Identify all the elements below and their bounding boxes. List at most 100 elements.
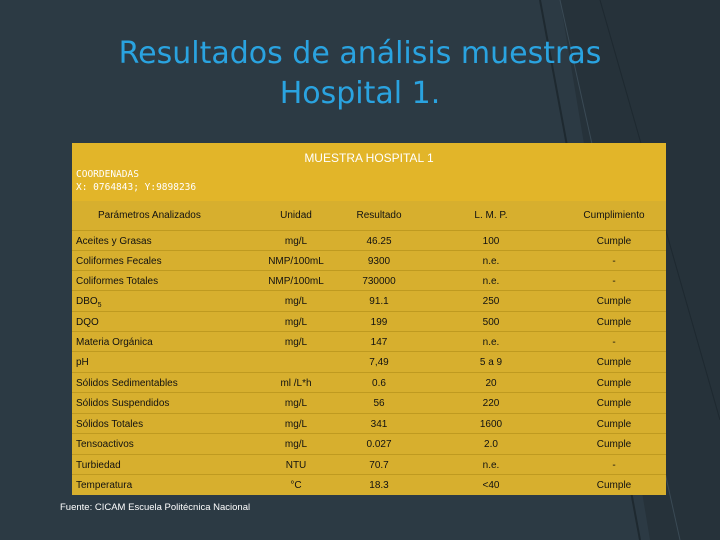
table-row: DBO5 mg/L 91.1 250 Cumple [72, 291, 666, 311]
cell-parametro: Sólidos Sedimentables [76, 378, 178, 389]
dbo-subscript: 5 [97, 302, 102, 309]
table-row: Coliformes Fecales NMP/100mL 9300 n.e. - [72, 251, 666, 271]
table-row: Turbiedad NTU 70.7 n.e. - [72, 455, 666, 475]
cell-cumplimiento: Cumple [596, 378, 632, 389]
cell-parametro: Sólidos Totales [76, 419, 144, 430]
cell-resultado: 9300 [367, 256, 391, 267]
cell-parametro: Turbiedad [76, 460, 121, 471]
table-row: Aceites y Grasas mg/L 46.25 100 Cumple [72, 231, 666, 251]
table-row: Sólidos Sedimentables ml /L*h 0.6 20 Cumple [72, 373, 666, 393]
cell-resultado: 730000 [362, 276, 396, 287]
source-note: Fuente: CICAM Escuela Politécnica Nacion… [60, 502, 251, 513]
table-row: Temperatura °C 18.3 <40 Cumple [72, 475, 666, 495]
row-divider [72, 392, 666, 393]
table-row: Sólidos Suspendidos mg/L 56 220 Cumple [72, 393, 666, 413]
cell-lmp: 5 a 9 [479, 357, 503, 368]
cell-parametro: Materia Orgánica [76, 337, 153, 348]
cell-resultado: 91.1 [369, 296, 389, 307]
cell-unidad: mg/L [284, 296, 308, 307]
cell-cumplimiento: Cumple [596, 419, 632, 430]
column-header-parametros: Parámetros Analizados [98, 210, 201, 221]
cell-unidad: NTU [285, 460, 307, 471]
cell-lmp: n.e. [482, 337, 500, 348]
cell-resultado: 0.027 [366, 439, 392, 450]
cell-parametro: Sólidos Suspendidos [76, 398, 170, 409]
cell-cumplimiento: - [612, 460, 616, 471]
cell-parametro: Aceites y Grasas [76, 236, 152, 247]
table-row: Tensoactivos mg/L 0.027 2.0 Cumple [72, 434, 666, 454]
cell-resultado: 341 [370, 419, 388, 430]
row-divider [72, 311, 666, 312]
cell-lmp: 20 [485, 378, 497, 389]
cell-unidad: mg/L [284, 236, 308, 247]
table-row: DQO mg/L 199 500 Cumple [72, 312, 666, 332]
title-line-1: Resultados de análisis muestras [118, 36, 602, 71]
cell-lmp: 2.0 [484, 439, 498, 450]
row-divider [72, 351, 666, 352]
cell-lmp: <40 [482, 480, 500, 491]
cell-resultado: 46.25 [366, 236, 392, 247]
results-table-panel [72, 143, 666, 495]
row-divider [72, 454, 666, 455]
cell-lmp: 100 [482, 236, 500, 247]
cell-parametro: DBO5 [76, 296, 102, 309]
cell-resultado: 18.3 [369, 480, 389, 491]
row-divider [72, 290, 666, 291]
cell-parametro: Tensoactivos [76, 439, 134, 450]
cell-cumplimiento: - [612, 337, 616, 348]
row-divider [72, 270, 666, 271]
cell-cumplimiento: Cumple [596, 317, 632, 328]
cell-lmp: 220 [482, 398, 500, 409]
cell-unidad: °C [290, 480, 302, 491]
coordinates-block: COORDENADAS X: 0764843; Y:9898236 [76, 168, 196, 194]
row-divider [72, 474, 666, 475]
cell-resultado: 0.6 [372, 378, 386, 389]
cell-cumplimiento: Cumple [596, 439, 632, 450]
cell-unidad: mg/L [284, 317, 308, 328]
cell-lmp: 1600 [479, 419, 503, 430]
cell-cumplimiento: - [612, 256, 616, 267]
cell-cumplimiento: Cumple [596, 236, 632, 247]
cell-lmp: 500 [482, 317, 500, 328]
cell-unidad: ml /L*h [280, 378, 312, 389]
cell-unidad: mg/L [284, 439, 308, 450]
coordinates-value: X: 0764843; Y:9898236 [76, 182, 197, 193]
cell-resultado: 147 [370, 337, 388, 348]
cell-lmp: n.e. [482, 256, 500, 267]
title-line-2: Hospital 1. [279, 76, 441, 111]
cell-parametro: DQO [76, 317, 99, 328]
column-header-unidad: Unidad [280, 210, 312, 221]
sample-heading: MUESTRA HOSPITAL 1 [304, 151, 434, 165]
cell-lmp: n.e. [482, 460, 500, 471]
table-row: Coliformes Totales NMP/100mL 730000 n.e. - [72, 271, 666, 291]
coordinates-label: COORDENADAS [76, 169, 139, 180]
page-title: Resultados de análisis muestras Hospital… [60, 34, 660, 114]
cell-lmp: 250 [482, 296, 500, 307]
row-divider [72, 433, 666, 434]
cell-cumplimiento: Cumple [596, 398, 632, 409]
row-divider [72, 372, 666, 373]
row-divider [72, 250, 666, 251]
cell-unidad: NMP/100mL [268, 256, 324, 267]
column-header-lmp: L. M. P. [474, 210, 508, 221]
table-row: Materia Orgánica mg/L 147 n.e. - [72, 332, 666, 352]
cell-unidad: mg/L [284, 337, 308, 348]
cell-resultado: 56 [373, 398, 385, 409]
cell-parametro: Coliformes Totales [76, 276, 159, 287]
table-row: pH 7,49 5 a 9 Cumple [72, 352, 666, 372]
cell-parametro: pH [76, 357, 89, 368]
cell-parametro: Temperatura [76, 480, 133, 491]
cell-unidad: mg/L [284, 419, 308, 430]
cell-cumplimiento: Cumple [596, 357, 632, 368]
column-header-resultado: Resultado [356, 210, 402, 221]
header-divider [72, 230, 666, 231]
cell-cumplimiento: Cumple [596, 480, 632, 491]
cell-parametro: Coliformes Fecales [76, 256, 162, 267]
cell-cumplimiento: - [612, 276, 616, 287]
cell-resultado: 7,49 [369, 357, 389, 368]
cell-lmp: n.e. [482, 276, 500, 287]
cell-cumplimiento: Cumple [596, 296, 632, 307]
results-table-header-band [72, 143, 666, 201]
cell-unidad: NMP/100mL [268, 276, 324, 287]
cell-unidad: mg/L [284, 398, 308, 409]
